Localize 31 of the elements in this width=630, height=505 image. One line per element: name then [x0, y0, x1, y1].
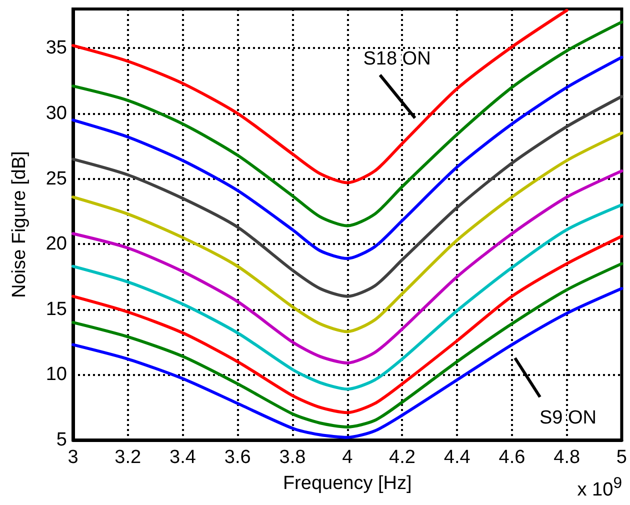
line-series	[72, 20, 624, 228]
x-tick-label: 4.6	[498, 447, 526, 468]
line-series	[72, 95, 624, 298]
y-tick-label: 15	[46, 298, 67, 320]
x-tick-label: 4	[342, 447, 354, 468]
line-series	[72, 262, 624, 428]
x-tick-label: 4.8	[554, 447, 580, 468]
annotation: S9 ON	[539, 408, 597, 428]
line-series	[72, 132, 624, 334]
x-tick-label: 3	[68, 447, 78, 468]
y-tick-label: 35	[46, 38, 67, 59]
line-series	[72, 169, 624, 364]
x-tick-label: 5	[616, 447, 628, 468]
y-tick-label: 5	[56, 430, 67, 450]
y-tick-label: 20	[46, 234, 67, 255]
x-tick-label: 3.6	[224, 447, 251, 468]
line-series	[72, 203, 624, 391]
x-tick-label: 4.2	[389, 447, 416, 468]
x-axis-title: Frequency [Hz]	[282, 473, 412, 494]
text: x 10$^{9}$	[577, 474, 622, 501]
x-tick-label: 3.8	[279, 447, 306, 468]
line-series	[72, 286, 624, 439]
y-tick-label: 30	[46, 102, 67, 124]
y-tick-label: 25	[46, 168, 67, 190]
y-axis-title: Noise Figure [dB]	[9, 151, 30, 298]
line-series	[72, 8, 568, 184]
y-tick-label: 10	[46, 364, 67, 386]
x-tick-label: 3.4	[170, 447, 196, 468]
x-tick-label: 3.2	[114, 447, 142, 468]
x-tick-label: 4.4	[444, 447, 471, 468]
annotation: S18 ON	[363, 48, 431, 70]
